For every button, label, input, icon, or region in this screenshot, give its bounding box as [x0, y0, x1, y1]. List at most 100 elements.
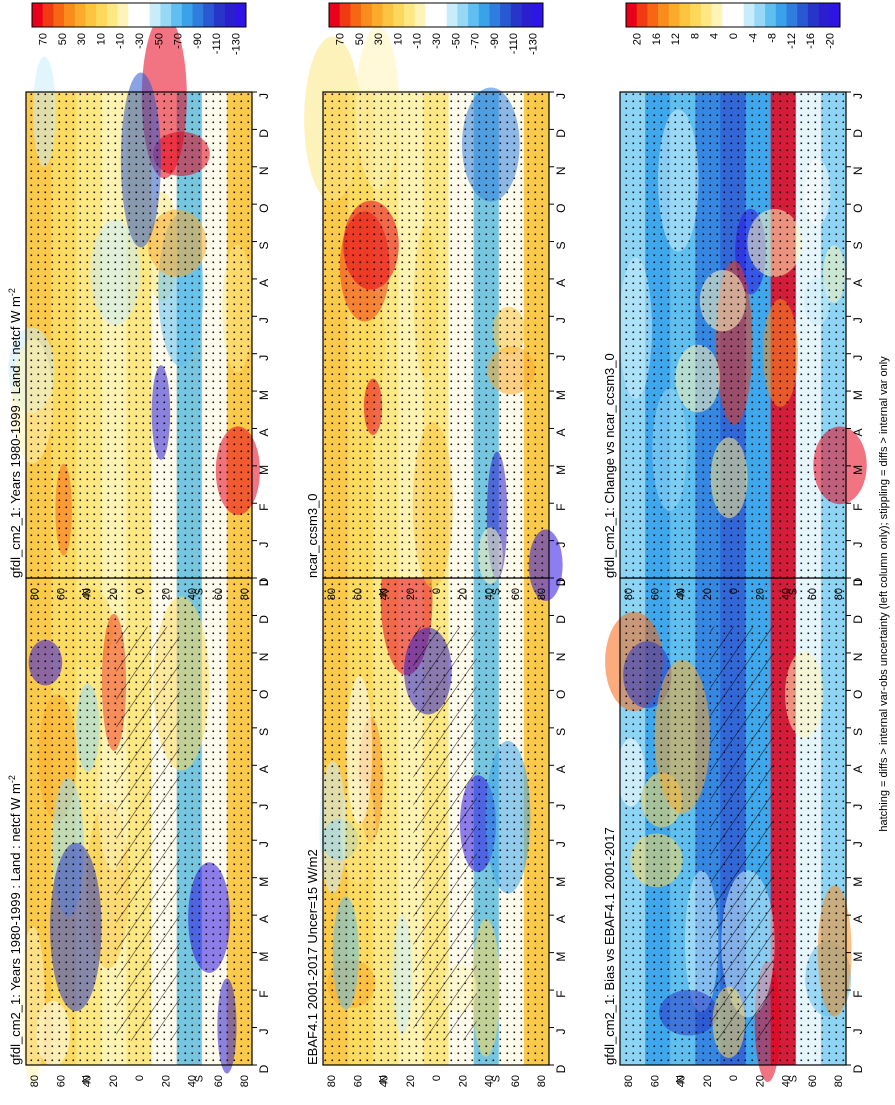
month-label: M — [851, 952, 865, 962]
month-label: J — [851, 93, 865, 99]
colorbar-swatch — [468, 3, 480, 27]
colorbar-swatch — [743, 3, 755, 27]
month-label: D — [554, 615, 568, 624]
colorbar-swatch — [53, 3, 65, 27]
month-label: A — [851, 279, 865, 287]
colorbar-label: 16 — [651, 33, 663, 45]
colorbar-swatch — [775, 3, 787, 27]
colorbar-label: -12 — [786, 33, 798, 49]
month-label: M — [554, 390, 568, 400]
colorbar-swatch — [32, 3, 43, 27]
colorbar-label: -4 — [747, 33, 759, 43]
colorbar-swatch — [235, 3, 247, 27]
lat-label: 40 — [187, 1075, 199, 1087]
month-label: A — [257, 915, 271, 923]
month-label: D — [554, 577, 568, 586]
colorbar-swatch — [403, 3, 415, 27]
lat-label: 20 — [160, 588, 172, 600]
colorbar-label: 8 — [689, 33, 701, 39]
colorbar-swatch — [647, 3, 659, 27]
month-label: A — [851, 765, 865, 773]
stippling — [26, 92, 252, 578]
lat-label: 0 — [728, 1075, 740, 1081]
month-label: S — [257, 242, 271, 250]
colorbar-label: 50 — [354, 33, 366, 45]
month-label: M — [554, 952, 568, 962]
month-label: J — [257, 841, 271, 847]
lat-label: 0 — [134, 588, 146, 594]
lat-label: 80 — [833, 588, 845, 600]
lat-label: 80 — [536, 588, 548, 600]
month-label: D — [851, 1064, 865, 1073]
month-label: N — [257, 166, 271, 175]
month-label: M — [554, 877, 568, 887]
colorbar-swatch — [532, 3, 544, 27]
colorbar-swatch — [626, 3, 637, 27]
colorbar-swatch — [489, 3, 501, 27]
month-label: F — [554, 504, 568, 511]
month-label: F — [257, 990, 271, 997]
colorbar-swatch — [85, 3, 97, 27]
month-label: N — [851, 166, 865, 175]
month-label: J — [257, 93, 271, 99]
month-label: D — [851, 615, 865, 624]
figure-footnote: hatching = diffs > internal var-obs unce… — [878, 356, 890, 832]
plot-frame — [322, 91, 550, 579]
month-label: O — [554, 203, 568, 212]
month-label: A — [851, 915, 865, 923]
month-label: J — [554, 317, 568, 323]
month-label: A — [257, 428, 271, 436]
colorbar-swatch — [74, 3, 86, 27]
lat-label: 0 — [431, 1075, 443, 1081]
colorbar-swatch — [350, 3, 362, 27]
month-label: M — [257, 390, 271, 400]
colorbar-swatch — [192, 3, 204, 27]
lat-label: 60 — [649, 588, 661, 600]
colorbar-swatch — [203, 3, 215, 27]
colorbar-label: 70 — [335, 33, 347, 45]
month-label: M — [851, 877, 865, 887]
month-label: O — [851, 690, 865, 699]
colorbar-swatch — [807, 3, 819, 27]
month-label: D — [257, 615, 271, 624]
month-label: F — [851, 504, 865, 511]
lat-label: 20 — [754, 588, 766, 600]
colorbar-label: -130 — [230, 33, 242, 55]
month-label: J — [554, 542, 568, 548]
lat-label: 80 — [326, 588, 338, 600]
colorbar-swatch — [371, 3, 383, 27]
colorbar-swatch — [339, 3, 351, 27]
month-label: F — [554, 990, 568, 997]
month-label: A — [554, 279, 568, 287]
month-label: J — [257, 804, 271, 810]
colorbar-label: -8 — [767, 33, 779, 43]
lat-label: 40 — [379, 1075, 391, 1087]
month-label: A — [554, 428, 568, 436]
month-label: M — [257, 877, 271, 887]
colorbar-swatch — [700, 3, 712, 27]
lat-label: 40 — [781, 588, 793, 600]
lat-label: 40 — [676, 588, 688, 600]
lat-hemisphere-south: S — [787, 1075, 799, 1082]
colorbar-swatch — [117, 3, 129, 27]
month-label: A — [257, 279, 271, 287]
month-label: J — [257, 542, 271, 548]
month-label: N — [554, 166, 568, 175]
colorbar-swatch — [500, 3, 512, 27]
colorbar-label: 70 — [38, 33, 50, 45]
panel-title: gfdl_cm2_1: Years 1980-1999 : Land : net… — [7, 775, 23, 1065]
month-label: N — [554, 653, 568, 662]
colorbar-label: 10 — [95, 33, 107, 45]
lat-label: 80 — [29, 588, 41, 600]
lat-label: 20 — [108, 1075, 120, 1087]
plot-frame — [619, 91, 847, 579]
month-label: S — [257, 728, 271, 736]
colorbar-label: -10 — [115, 33, 127, 49]
colorbar-swatch — [722, 3, 734, 27]
lat-label: 20 — [108, 588, 120, 600]
month-label: J — [851, 579, 865, 585]
colorbar-swatch — [818, 3, 830, 27]
